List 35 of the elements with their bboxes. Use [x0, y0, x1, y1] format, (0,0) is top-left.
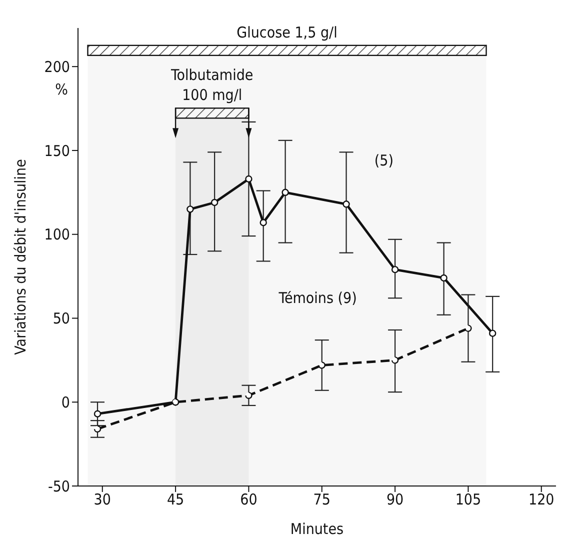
band-label: Glucose 1,5 g/l — [236, 23, 338, 42]
point — [488, 330, 496, 337]
y-tick-label: 50 — [52, 310, 70, 328]
x-tick-label: 45 — [166, 490, 184, 509]
y-tick-label: 0 — [61, 393, 70, 412]
x-axis-title: Minutes — [290, 520, 344, 538]
point — [245, 392, 252, 400]
point — [94, 410, 102, 418]
point — [318, 362, 326, 369]
point — [260, 219, 267, 226]
band-label: Tolbutamide 100 mg/l — [170, 66, 254, 104]
x-tick-label: 60 — [240, 490, 258, 509]
point — [186, 206, 194, 213]
point — [245, 175, 252, 183]
point — [440, 274, 448, 282]
x-tick-label: 30 — [94, 490, 111, 509]
x-tick-label: 120 — [528, 490, 554, 509]
annotation: Témoins (9) — [278, 288, 357, 307]
point — [210, 198, 218, 206]
text: % — [55, 80, 68, 99]
y-tick-label: 100 — [44, 226, 70, 244]
y-tick-label: 200 — [44, 58, 70, 76]
x-tick-label: 105 — [455, 490, 482, 509]
y-tick-label: -50 — [48, 477, 70, 496]
point — [94, 425, 102, 433]
point — [282, 188, 289, 196]
point — [391, 356, 399, 364]
annotation: (5) — [374, 151, 394, 170]
point — [342, 200, 350, 208]
y-axis-title: Variations du débit d'insuline — [11, 159, 30, 355]
x-tick-label: 90 — [386, 490, 404, 509]
point — [464, 324, 472, 332]
x-tick-label: 75 — [313, 490, 330, 509]
y-tick-label: 150 — [44, 142, 70, 160]
point — [391, 266, 399, 274]
